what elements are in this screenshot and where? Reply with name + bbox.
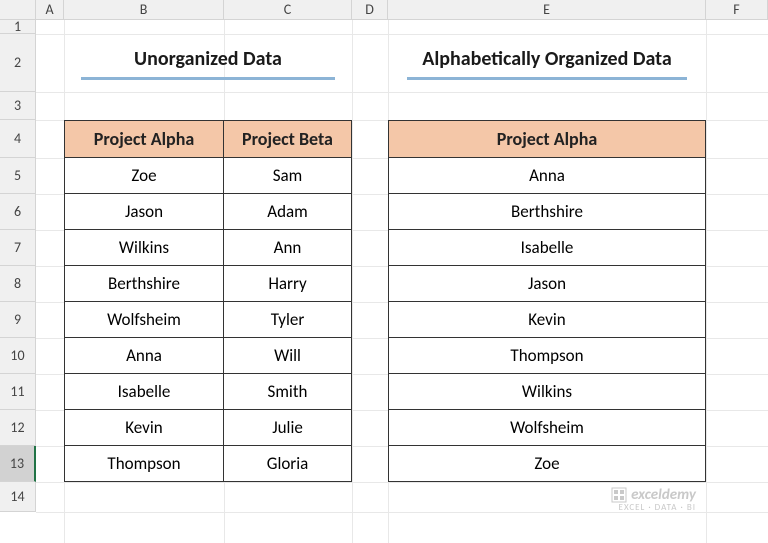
row-header-4[interactable]: 4 [0, 120, 36, 158]
row-header-8[interactable]: 8 [0, 266, 36, 302]
table-row: JasonAdam [64, 194, 352, 230]
cell-project-beta[interactable]: Ann [224, 230, 352, 266]
cell-project-beta[interactable]: Tyler [224, 302, 352, 338]
col-header-A[interactable]: A [36, 0, 64, 20]
cell-project-alpha[interactable]: Wolfsheim [64, 302, 224, 338]
title-left-underline [81, 77, 334, 80]
cell-sorted-alpha[interactable]: Wilkins [388, 374, 706, 410]
row-header-3[interactable]: 3 [0, 92, 36, 120]
table-row: Jason [388, 266, 706, 302]
title-left-text: Unorganized Data [134, 47, 282, 71]
cell-project-beta[interactable]: Adam [224, 194, 352, 230]
select-all-corner[interactable] [0, 0, 36, 20]
col-header-E[interactable]: E [388, 0, 706, 20]
table-row: Kevin [388, 302, 706, 338]
cell-sorted-alpha[interactable]: Isabelle [388, 230, 706, 266]
cell-project-alpha[interactable]: Wilkins [64, 230, 224, 266]
table-row: Berthshire [388, 194, 706, 230]
row-header-5[interactable]: 5 [0, 158, 36, 194]
row-header-7[interactable]: 7 [0, 230, 36, 266]
col-header-F[interactable]: F [706, 0, 768, 20]
cell-sorted-alpha[interactable]: Kevin [388, 302, 706, 338]
table-row: Zoe [388, 446, 706, 482]
left-table-header-beta[interactable]: Project Beta [224, 120, 352, 158]
cell-sorted-alpha[interactable]: Thompson [388, 338, 706, 374]
table-row: IsabelleSmith [64, 374, 352, 410]
cell-sorted-alpha[interactable]: Anna [388, 158, 706, 194]
title-right-underline [407, 77, 687, 80]
row-header-6[interactable]: 6 [0, 194, 36, 230]
cell-project-alpha[interactable]: Anna [64, 338, 224, 374]
right-table: Project Alpha AnnaBerthshireIsabelleJaso… [388, 120, 706, 482]
left-table: Project Alpha Project Beta ZoeSamJasonAd… [64, 120, 352, 482]
cell-project-beta[interactable]: Julie [224, 410, 352, 446]
row-header-12[interactable]: 12 [0, 410, 36, 446]
table-row: Wilkins [388, 374, 706, 410]
cell-project-alpha[interactable]: Kevin [64, 410, 224, 446]
cell-project-beta[interactable]: Sam [224, 158, 352, 194]
title-right-text: Alphabetically Organized Data [422, 47, 672, 71]
row-header-11[interactable]: 11 [0, 374, 36, 410]
table-row: KevinJulie [64, 410, 352, 446]
title-organized: Alphabetically Organized Data [388, 34, 706, 92]
col-header-D[interactable]: D [352, 0, 388, 20]
cell-sorted-alpha[interactable]: Jason [388, 266, 706, 302]
row-header-1[interactable]: 1 [0, 20, 36, 34]
col-header-B[interactable]: B [64, 0, 224, 20]
row-header-10[interactable]: 10 [0, 338, 36, 374]
cell-sorted-alpha[interactable]: Zoe [388, 446, 706, 482]
table-row: Anna [388, 158, 706, 194]
cell-project-alpha[interactable]: Jason [64, 194, 224, 230]
cell-project-alpha[interactable]: Zoe [64, 158, 224, 194]
row-header-14[interactable]: 14 [0, 482, 36, 512]
row-header-13[interactable]: 13 [0, 446, 36, 482]
table-row: WolfsheimTyler [64, 302, 352, 338]
cell-sorted-alpha[interactable]: Berthshire [388, 194, 706, 230]
cell-project-alpha[interactable]: Thompson [64, 446, 224, 482]
cell-project-beta[interactable]: Gloria [224, 446, 352, 482]
title-unorganized: Unorganized Data [64, 34, 352, 92]
cell-project-beta[interactable]: Will [224, 338, 352, 374]
col-header-C[interactable]: C [224, 0, 352, 20]
table-row: BerthshireHarry [64, 266, 352, 302]
row-header-2[interactable]: 2 [0, 34, 36, 92]
table-row: Wolfsheim [388, 410, 706, 446]
table-row: AnnaWill [64, 338, 352, 374]
table-row: ThompsonGloria [64, 446, 352, 482]
left-table-header-alpha[interactable]: Project Alpha [64, 120, 224, 158]
table-row: ZoeSam [64, 158, 352, 194]
table-row: Isabelle [388, 230, 706, 266]
spreadsheet: A B C D E F 1 2 3 4 5 6 7 8 9 10 11 12 1… [0, 0, 768, 543]
row-header-9[interactable]: 9 [0, 302, 36, 338]
cell-project-beta[interactable]: Smith [224, 374, 352, 410]
cell-project-beta[interactable]: Harry [224, 266, 352, 302]
table-row: Thompson [388, 338, 706, 374]
cell-sorted-alpha[interactable]: Wolfsheim [388, 410, 706, 446]
table-row: WilkinsAnn [64, 230, 352, 266]
cell-project-alpha[interactable]: Isabelle [64, 374, 224, 410]
right-table-header-alpha[interactable]: Project Alpha [388, 120, 706, 158]
cell-project-alpha[interactable]: Berthshire [64, 266, 224, 302]
